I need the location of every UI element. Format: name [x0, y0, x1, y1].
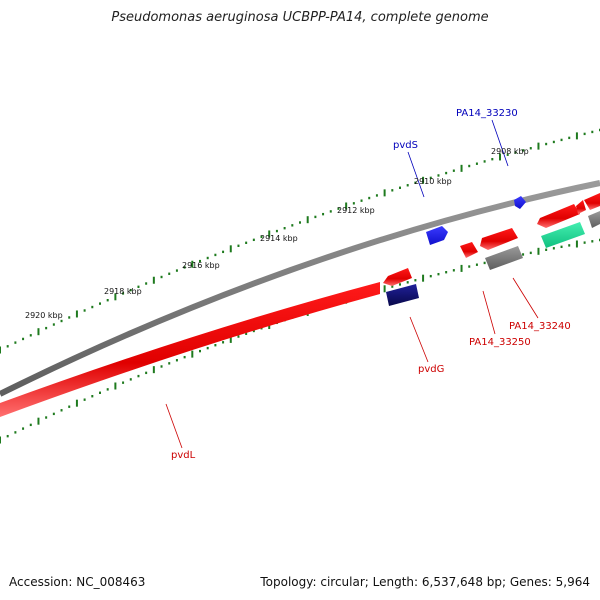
gene-red-small-2[interactable]: [460, 242, 478, 258]
gene-teal-box[interactable]: [541, 222, 585, 248]
gene-red-small-1[interactable]: [383, 268, 412, 286]
map-title: Pseudomonas aeruginosa UCBPP-PA14, compl…: [111, 10, 489, 25]
gene-gray-box-2[interactable]: [588, 211, 600, 228]
tick-label-2918: 2918 kbp: [104, 287, 142, 296]
leader-pvdL: [165, 403, 183, 449]
leader-pvdS: [407, 151, 425, 198]
leader-pa14-33240: [512, 277, 539, 319]
tick-label-2916: 2916 kbp: [182, 261, 220, 270]
footer-stats: Topology: circular; Length: 6,537,648 bp…: [260, 575, 590, 589]
leader-pa14-33230: [491, 119, 509, 167]
gene-pa14-33230-arrow[interactable]: [514, 196, 526, 209]
tick-label-2914: 2914 kbp: [260, 234, 298, 243]
tick-label-2910: 2910 kbp: [414, 177, 452, 186]
gene-label-pa14-33230[interactable]: PA14_33230: [456, 108, 518, 119]
gene-pvdG-box[interactable]: [386, 284, 419, 306]
gene-label-pvdL[interactable]: pvdL: [171, 450, 196, 461]
gene-pvdS-arrow[interactable]: [426, 226, 448, 245]
tick-label-2912: 2912 kbp: [337, 206, 375, 215]
outer-tick-track: [0, 128, 600, 354]
gene-label-pa14-33250[interactable]: PA14_33250: [469, 337, 531, 348]
leader-pvdG: [409, 316, 429, 363]
gene-red-arrow-3[interactable]: [480, 228, 518, 250]
gene-pvdL-arrow[interactable]: [0, 282, 380, 417]
gene-label-pa14-33240[interactable]: PA14_33240: [509, 321, 571, 332]
gene-label-pvdS[interactable]: pvdS: [393, 140, 418, 151]
gene-label-pvdG[interactable]: pvdG: [418, 364, 444, 375]
gene-red-arrow-4[interactable]: [537, 204, 580, 228]
leader-pa14-33250: [482, 290, 496, 335]
gene-gray-box-1[interactable]: [485, 246, 523, 270]
gene-red-arrow-5[interactable]: [576, 200, 586, 214]
gene-red-arrow-6[interactable]: [584, 193, 600, 210]
tick-label-2920: 2920 kbp: [25, 311, 63, 320]
tick-label-2908: 2908 kbp: [491, 147, 529, 156]
genome-backbone: [0, 180, 600, 397]
footer-accession: Accession: NC_008463: [9, 575, 146, 589]
